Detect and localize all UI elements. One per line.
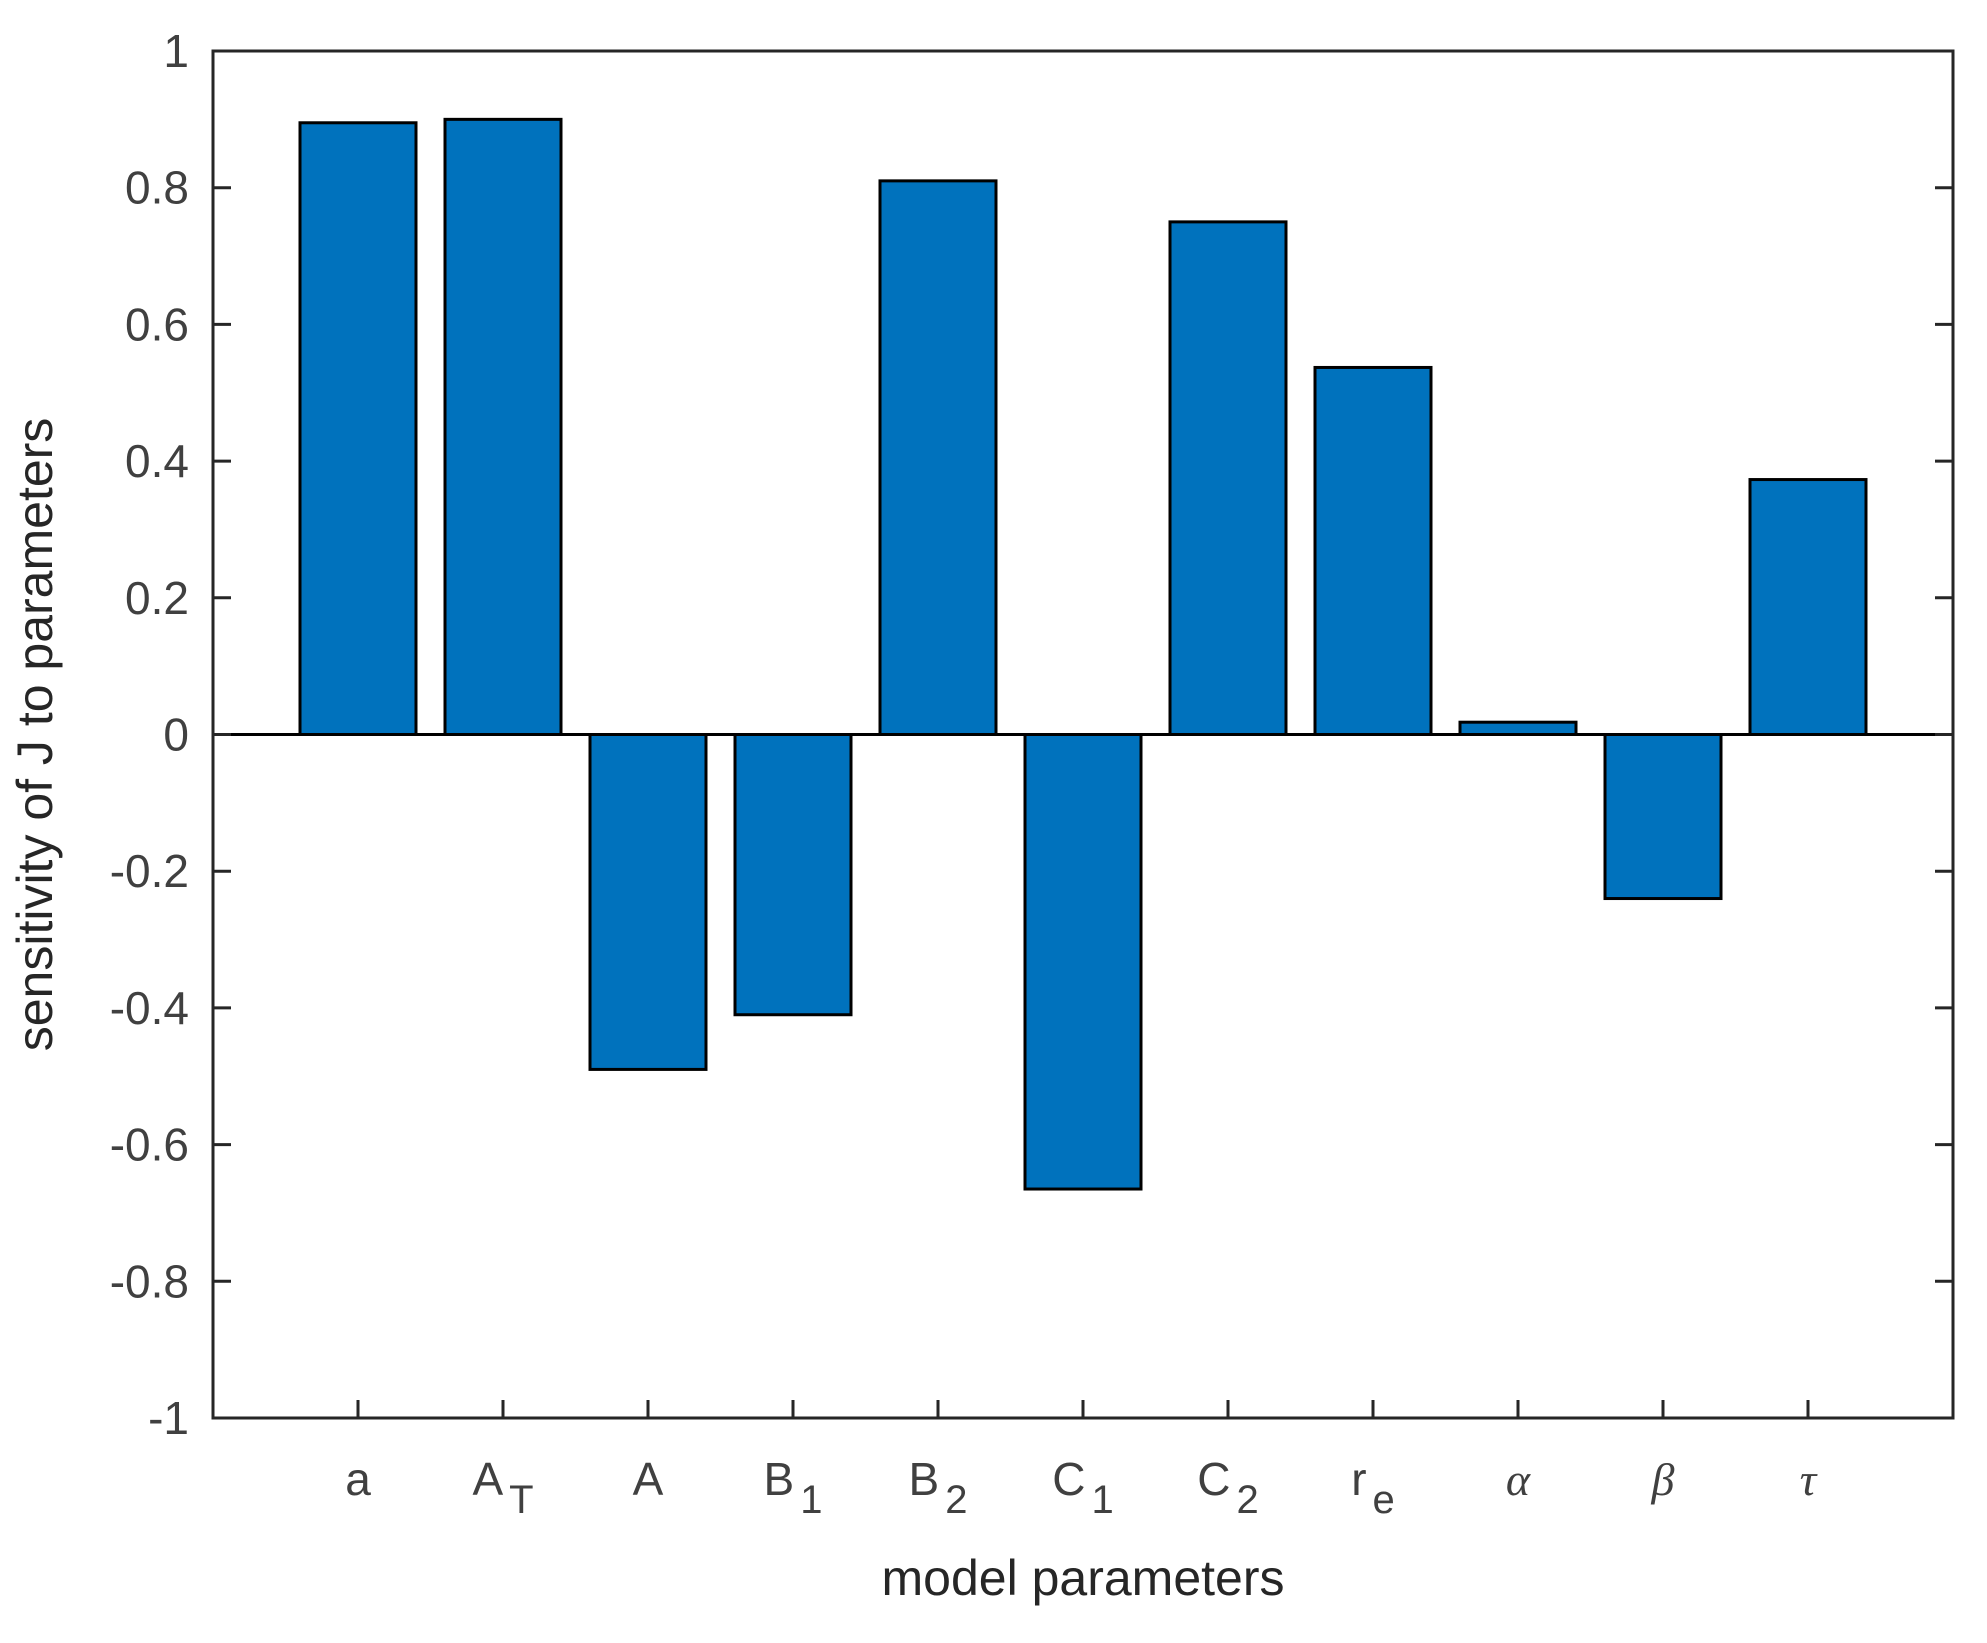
x-tick-label-subscript: 1 bbox=[800, 1478, 822, 1522]
bar-4 bbox=[878, 179, 998, 737]
x-tick-label-subscript: e bbox=[1373, 1478, 1395, 1522]
bar-10 bbox=[1748, 478, 1868, 736]
bar-7 bbox=[1313, 365, 1433, 736]
x-tick-label-subscript: 1 bbox=[1091, 1478, 1113, 1522]
bar-2 bbox=[588, 733, 708, 1071]
x-tick-label-main: A bbox=[472, 1453, 503, 1505]
x-tick-label-subscript: 2 bbox=[945, 1478, 967, 1522]
bar-0 bbox=[298, 121, 418, 736]
y-tick-label: 1 bbox=[163, 25, 189, 77]
x-tick-label-main: A bbox=[633, 1453, 664, 1505]
x-tick-label-main: τ bbox=[1800, 1454, 1818, 1505]
x-axis-label: model parameters bbox=[882, 1550, 1285, 1606]
bar-3 bbox=[733, 733, 853, 1017]
y-tick-label: -1 bbox=[148, 1392, 189, 1444]
bar-1 bbox=[443, 117, 563, 737]
x-tick-label-subscript: T bbox=[509, 1478, 533, 1522]
bar-9 bbox=[1603, 733, 1723, 901]
y-tick-label: 0 bbox=[163, 709, 189, 761]
bar-6 bbox=[1168, 220, 1288, 736]
x-tick-label: a bbox=[345, 1453, 371, 1505]
x-tick-label-main: a bbox=[345, 1453, 371, 1505]
y-tick-label: -0.6 bbox=[110, 1119, 189, 1171]
x-tick-label: τ bbox=[1800, 1454, 1818, 1505]
y-axis-ticks: 1 0.8 0.6 0.4 0.2 0 -0.2 -0.4 -0.6 -0.8 -1 bbox=[110, 25, 1953, 1444]
x-tick-label-main: C bbox=[1197, 1453, 1230, 1505]
x-tick-label-main: B bbox=[764, 1453, 795, 1505]
bars-group bbox=[298, 117, 1868, 1191]
bar-8 bbox=[1458, 720, 1578, 737]
y-tick-label: 0.8 bbox=[125, 162, 189, 214]
y-tick-label: 0.6 bbox=[125, 298, 189, 350]
y-axis-label: sensitivity of J to parameters bbox=[7, 418, 63, 1052]
y-tick-label: -0.2 bbox=[110, 845, 189, 897]
y-tick-label: -0.8 bbox=[110, 1255, 189, 1307]
x-tick-label-main: r bbox=[1351, 1453, 1366, 1505]
x-tick-label-main: β bbox=[1651, 1454, 1675, 1505]
y-tick-label: -0.4 bbox=[110, 982, 189, 1034]
x-tick-label: A bbox=[633, 1453, 664, 1505]
x-tick-label-main: C bbox=[1052, 1453, 1085, 1505]
x-tick-label-main: α bbox=[1506, 1454, 1531, 1505]
x-tick-label: β bbox=[1651, 1454, 1675, 1505]
x-tick-label: α bbox=[1506, 1454, 1531, 1505]
x-tick-label-main: B bbox=[909, 1453, 940, 1505]
bar-5 bbox=[1023, 733, 1143, 1191]
y-tick-label: 0.4 bbox=[125, 435, 189, 487]
x-tick-label-subscript: 2 bbox=[1236, 1478, 1258, 1522]
y-tick-label: 0.2 bbox=[125, 572, 189, 624]
